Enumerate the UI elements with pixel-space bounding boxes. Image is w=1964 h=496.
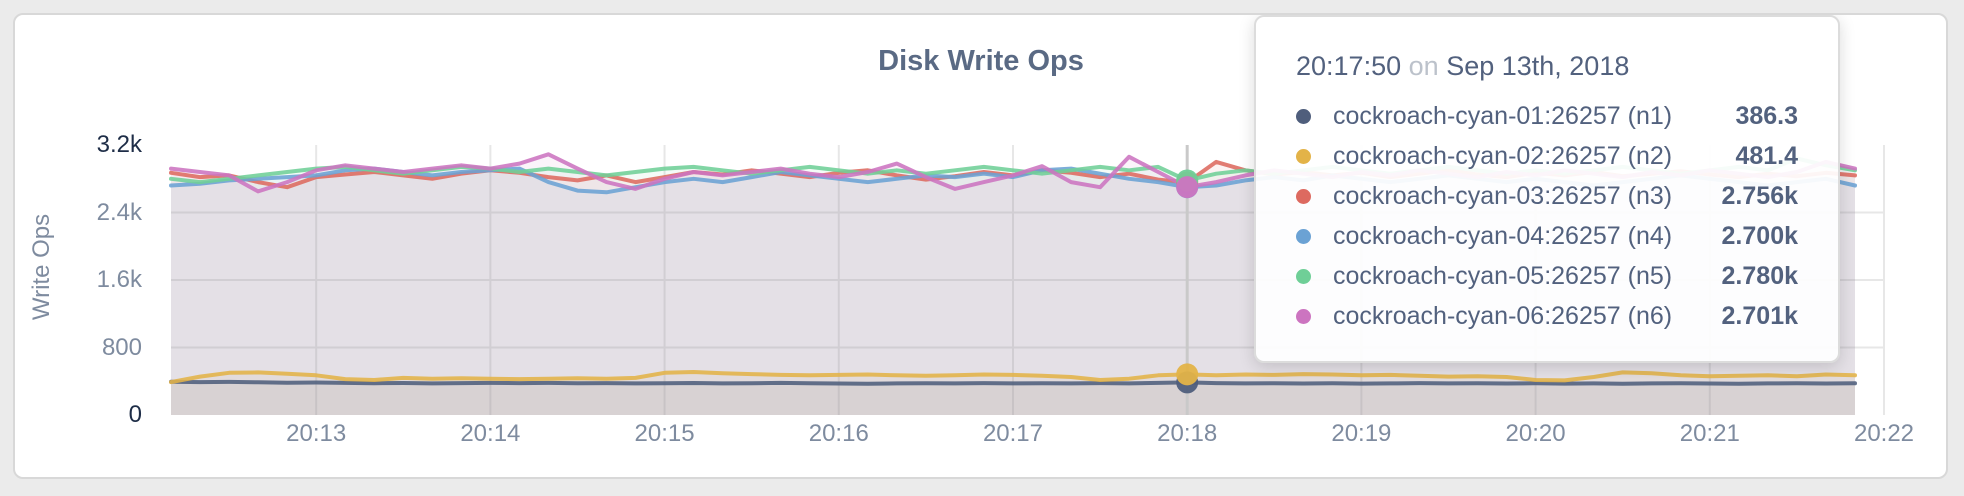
tooltip-row: cockroach-cyan-06:26257 (n6) 2.701k — [1296, 296, 1798, 336]
y-tick-label: 2.4k — [96, 198, 142, 226]
x-tick-label: 20:21 — [1679, 420, 1740, 447]
series-label: cockroach-cyan-03:26257 (n3) — [1333, 181, 1673, 210]
y-tick-label: 800 — [101, 333, 142, 361]
series-value: 2.701k — [1721, 301, 1798, 330]
series-area-1 — [171, 381, 1855, 415]
series-value: 481.4 — [1735, 141, 1798, 170]
tooltip-row: cockroach-cyan-03:26257 (n3) 2.756k — [1296, 176, 1798, 216]
tooltip-row: cockroach-cyan-04:26257 (n4) 2.700k — [1296, 216, 1798, 256]
y-tick-label: 3.2k — [96, 131, 142, 158]
x-tick-label: 20:22 — [1853, 420, 1915, 447]
series-value: 2.756k — [1721, 181, 1798, 210]
tooltip-row: cockroach-cyan-02:26257 (n2) 481.4 — [1296, 136, 1798, 176]
series-label: cockroach-cyan-01:26257 (n1) — [1333, 101, 1673, 130]
series-label: cockroach-cyan-02:26257 (n2) — [1333, 141, 1673, 170]
tooltip-row: cockroach-cyan-05:26257 (n5) 2.780k — [1296, 256, 1798, 296]
series-label: cockroach-cyan-04:26257 (n4) — [1333, 221, 1673, 250]
series-color-dot-icon — [1296, 308, 1311, 324]
hover-dot-6 — [1176, 176, 1199, 199]
x-tick-label: 20:15 — [634, 420, 695, 447]
series-value: 2.780k — [1721, 261, 1798, 290]
x-tick-label: 20:13 — [286, 420, 347, 447]
series-value: 2.700k — [1721, 221, 1798, 250]
x-tick-label: 20:14 — [460, 420, 521, 447]
hover-dot-2 — [1176, 363, 1199, 386]
y-tick-label: 1.6k — [96, 266, 142, 293]
x-tick-label: 20:17 — [982, 420, 1043, 447]
tooltip-row: cockroach-cyan-01:26257 (n1) 386.3 — [1296, 96, 1798, 136]
tooltip-date: Sep 13th, 2018 — [1446, 51, 1630, 81]
x-tick-label: 20:20 — [1505, 420, 1566, 447]
x-tick-label: 20:19 — [1331, 420, 1392, 447]
chart-title: Disk Write Ops — [878, 45, 1084, 77]
y-tick-label: 0 — [128, 401, 142, 428]
series-color-dot-icon — [1296, 188, 1311, 204]
series-color-dot-icon — [1296, 268, 1311, 284]
series-line-1 — [169, 379, 1857, 386]
series-label: cockroach-cyan-05:26257 (n5) — [1333, 261, 1673, 290]
x-tick-label: 20:18 — [1157, 420, 1218, 447]
series-label: cockroach-cyan-06:26257 (n6) — [1333, 301, 1673, 330]
series-color-dot-icon — [1296, 108, 1311, 124]
tooltip-timestamp: 20:17:50 on Sep 13th, 2018 — [1296, 51, 1798, 82]
tooltip-time: 20:17:50 — [1296, 51, 1402, 81]
tooltip-series-list: cockroach-cyan-01:26257 (n1) 386.3 cockroa… — [1296, 96, 1798, 336]
series-color-dot-icon — [1296, 228, 1311, 244]
series-color-dot-icon — [1296, 148, 1311, 164]
tooltip-preposition: on — [1408, 51, 1439, 81]
series-value: 386.3 — [1735, 101, 1798, 130]
chart-card: Disk Write Ops Write Ops 3.2k 2.4k 1.6k 800… — [13, 13, 1948, 479]
x-tick-label: 20:16 — [808, 420, 869, 447]
tooltip: 20:17:50 on Sep 13th, 2018 cockroach-cya… — [1254, 15, 1840, 363]
series-line-2 — [169, 370, 1857, 385]
